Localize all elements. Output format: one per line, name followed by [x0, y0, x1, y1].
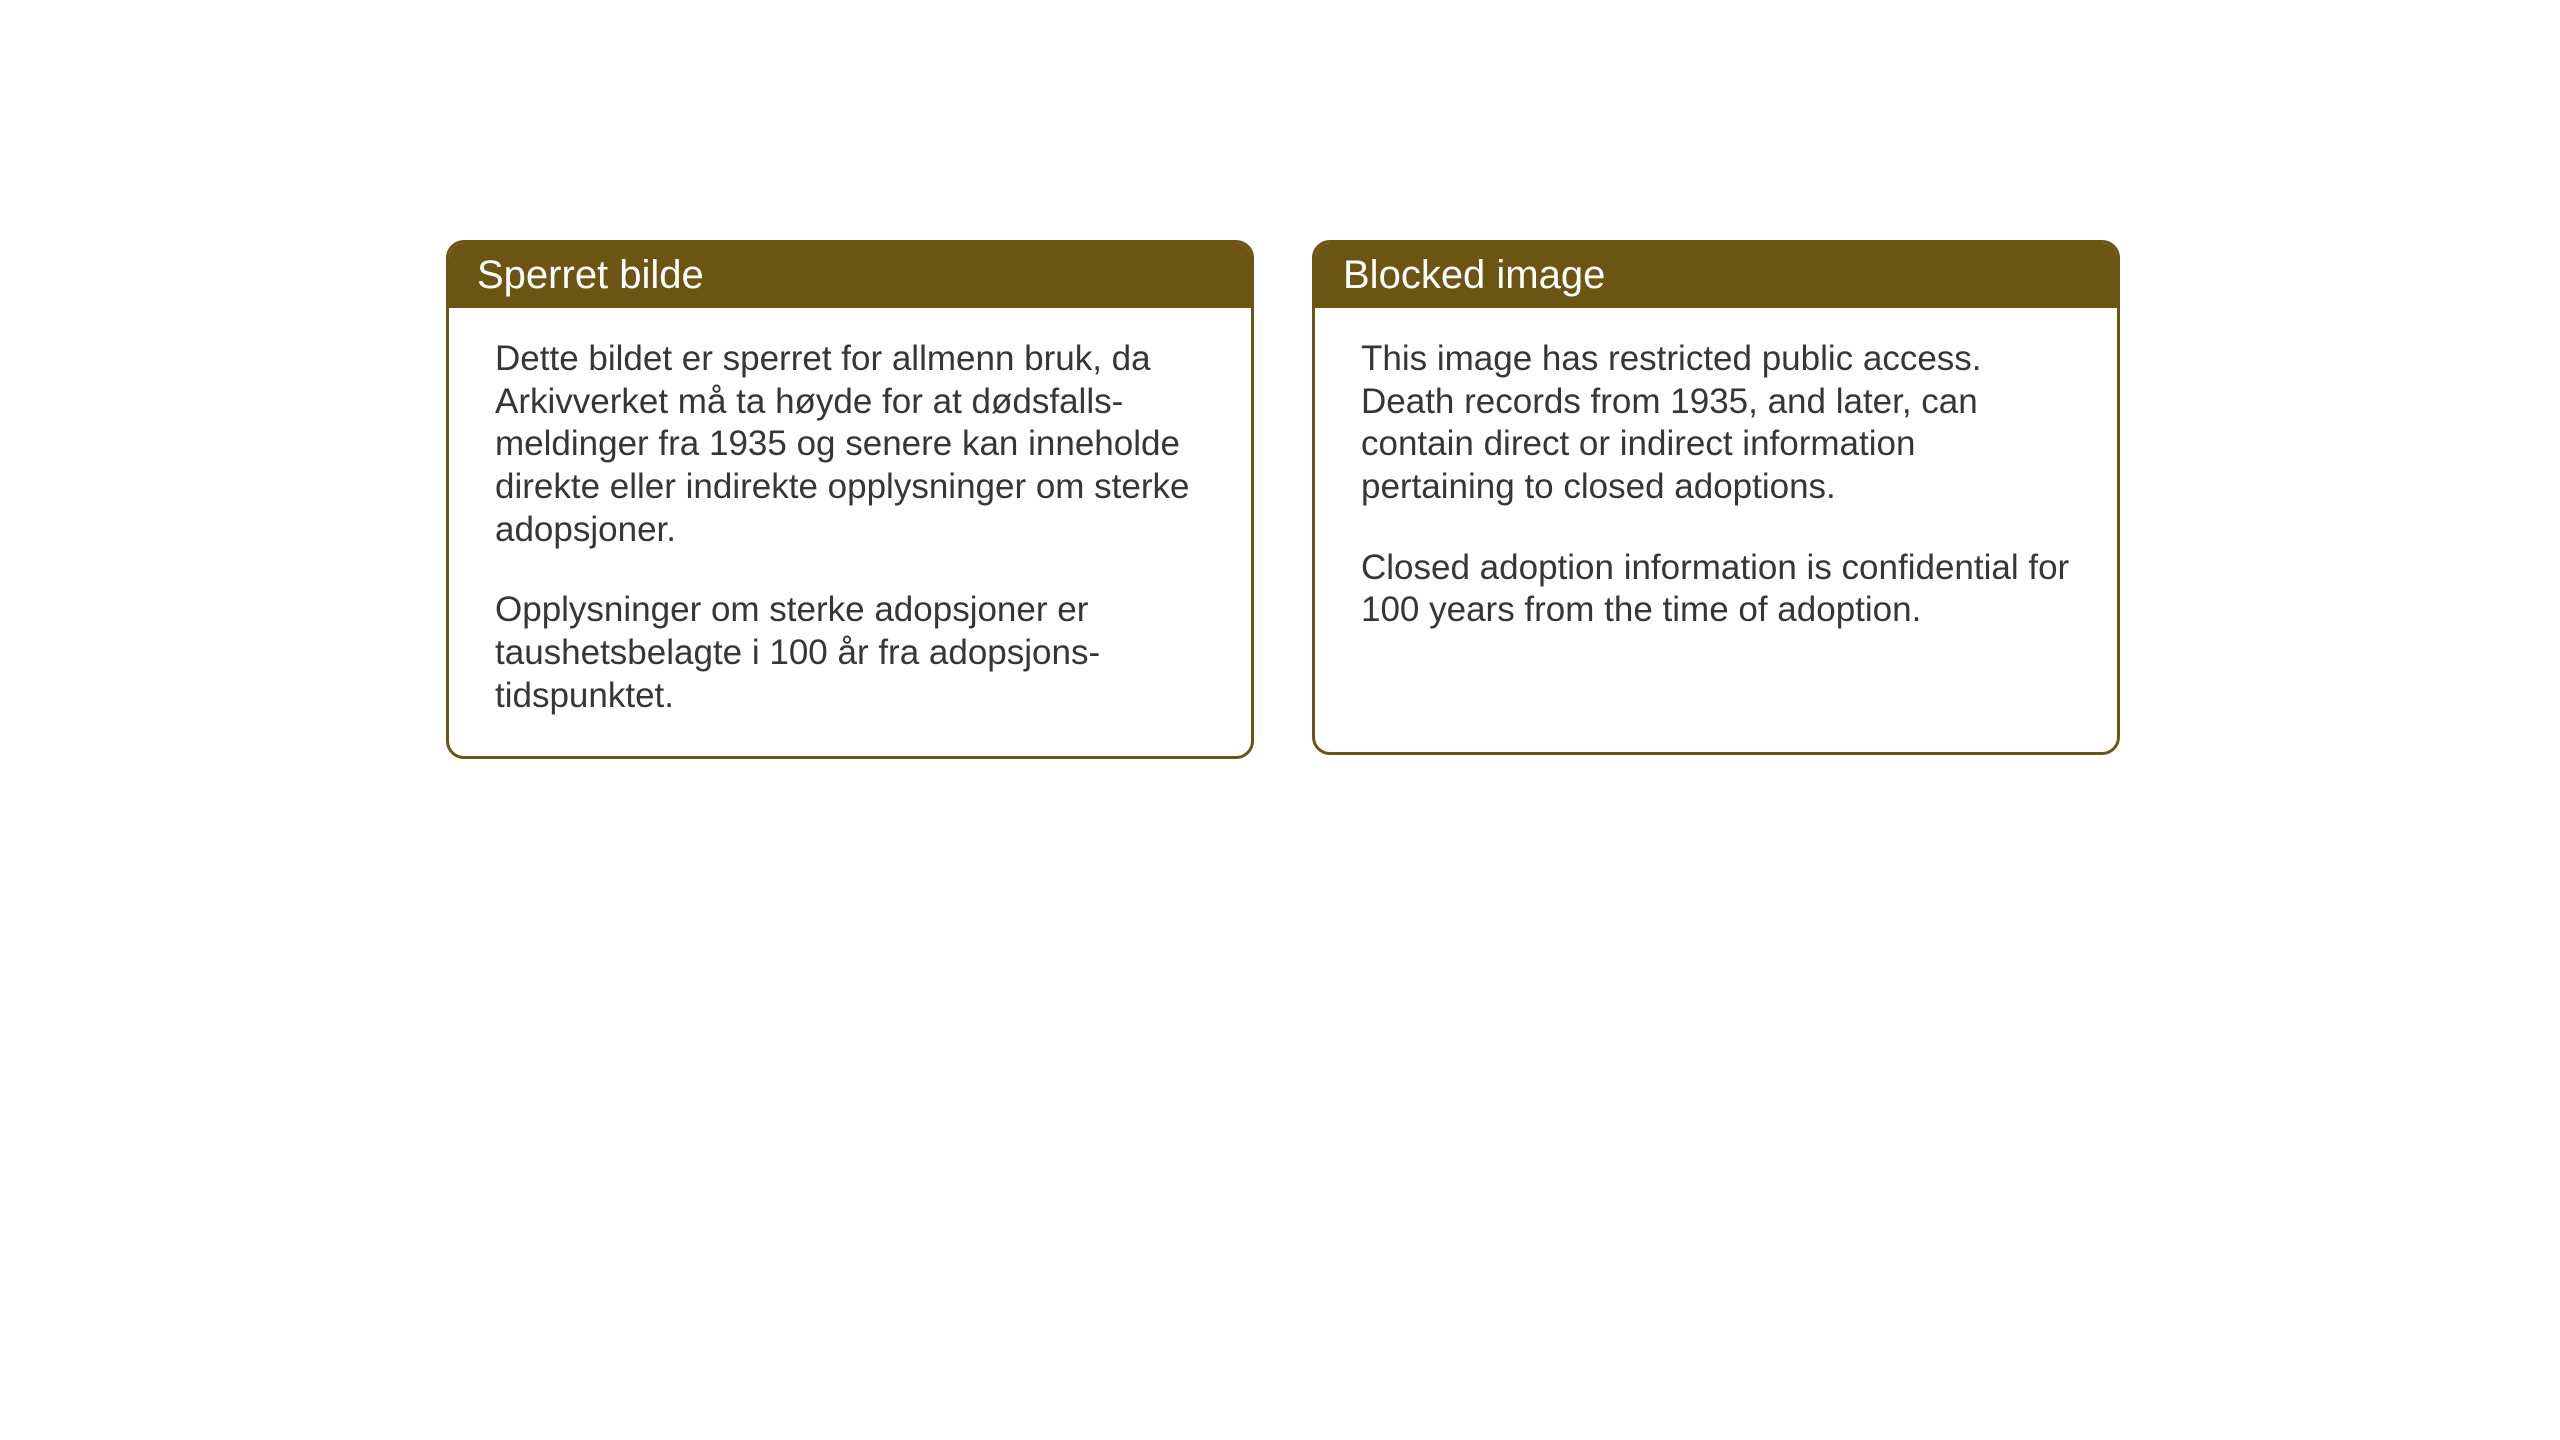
paragraph-2-norwegian: Opplysninger om sterke adopsjoner er tau… — [495, 589, 1205, 717]
paragraph-2-english: Closed adoption information is confident… — [1361, 547, 2071, 632]
notice-card-norwegian: Sperret bilde Dette bildet er sperret fo… — [446, 240, 1254, 759]
card-title-norwegian: Sperret bilde — [477, 253, 704, 297]
card-header-english: Blocked image — [1315, 243, 2117, 308]
notice-cards-container: Sperret bilde Dette bildet er sperret fo… — [446, 240, 2120, 759]
notice-card-english: Blocked image This image has restricted … — [1312, 240, 2120, 755]
paragraph-1-english: This image has restricted public access.… — [1361, 338, 2071, 509]
card-header-norwegian: Sperret bilde — [449, 243, 1251, 308]
paragraph-1-norwegian: Dette bildet er sperret for allmenn bruk… — [495, 338, 1205, 551]
card-body-english: This image has restricted public access.… — [1315, 308, 2117, 670]
card-title-english: Blocked image — [1343, 253, 1605, 297]
card-body-norwegian: Dette bildet er sperret for allmenn bruk… — [449, 308, 1251, 756]
